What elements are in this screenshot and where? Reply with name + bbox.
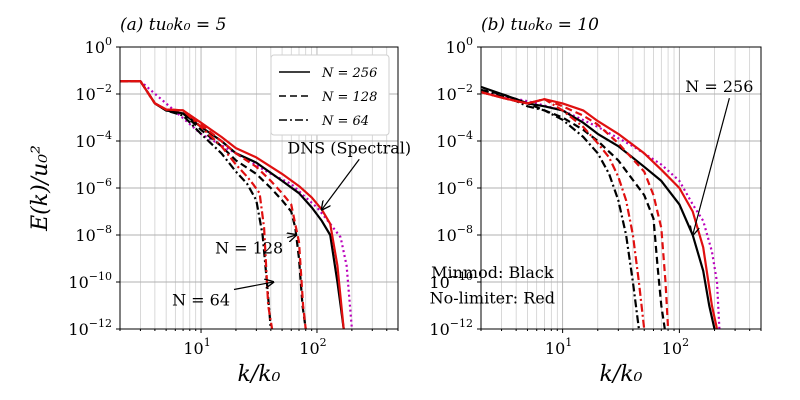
y-tick-label: 10−4	[436, 129, 473, 151]
ticks-b: 100 10−2 10−4 10−6 10−8 10−10 10−12 101 102	[429, 35, 762, 358]
y-tick-label: 10−10	[68, 270, 112, 292]
y-tick-label: 10−4	[75, 129, 112, 151]
y-tick-label: 10−10	[429, 270, 473, 292]
panel-title-b: (b) tu₀k₀ = 10	[481, 15, 599, 35]
y-tick-label: 10−12	[68, 317, 112, 339]
series-line-minmod-n-128	[120, 80, 307, 329]
series-group-a	[120, 80, 353, 329]
y-tick-label: 100	[85, 35, 112, 57]
legend-box	[270, 54, 390, 136]
legend-label: N = 64	[321, 114, 369, 129]
annotation-dns-spectral: DNS (Spectral)	[287, 138, 411, 157]
x-tick-label: 102	[662, 336, 689, 358]
series-group-b	[481, 85, 721, 329]
annotation-arrow	[693, 97, 730, 235]
annotation-n-128: N = 128	[215, 239, 283, 258]
annotation-arrow	[322, 158, 360, 209]
panel-title-a: (a) tu₀k₀ = 5	[120, 15, 226, 35]
series-line-dns-spectral	[481, 91, 721, 329]
legend-label: N = 128	[321, 90, 377, 105]
series-line-no-limiter-n-128	[120, 80, 307, 329]
x-tick-label: 102	[299, 336, 326, 358]
annotation-n-256: N = 256	[685, 77, 753, 96]
legend: N = 256 N = 128 N = 64	[270, 54, 390, 136]
y-axis-label: E(k)/u₀²	[28, 145, 53, 232]
annotation-n-64: N = 64	[172, 291, 230, 310]
panel-a: 100 10−2 10−4 10−6 10−8 10−10 10−12 101 102 (a) …	[68, 15, 411, 387]
series-line-no-limiter-n-64	[481, 91, 646, 329]
legend-label: N = 256	[321, 66, 377, 81]
y-tick-label: 10−2	[75, 82, 112, 104]
annotation-arrow	[287, 235, 296, 238]
y-tick-label: 100	[446, 35, 473, 57]
annotations-a: DNS (Spectral) N = 128 N = 64	[172, 138, 411, 309]
y-tick-label: 10−2	[436, 82, 473, 104]
series-line-no-limiter-n-64	[120, 80, 274, 329]
y-tick-label: 10−12	[429, 317, 473, 339]
series-line-dns-spectral	[120, 80, 353, 329]
series-line-minmod-n-128	[481, 88, 666, 329]
x-axis-label-a: k/k₀	[238, 362, 281, 387]
y-tick-label: 10−6	[75, 176, 112, 198]
panel-b: 100 10−2 10−4 10−6 10−8 10−10 10−12 101 102 (b) …	[429, 15, 762, 387]
y-tick-label: 10−8	[75, 223, 112, 245]
x-tick-label: 101	[183, 336, 210, 358]
x-tick-label: 101	[545, 336, 572, 358]
annotation-arrow	[233, 282, 273, 291]
y-tick-label: 10−8	[436, 223, 473, 245]
series-line-minmod-n-64	[120, 80, 272, 329]
annotation-minmod-black: Minmod: Black	[431, 263, 554, 282]
annotations-b: N = 256 Minmod: Black No-limiter: Red	[430, 77, 754, 308]
ticks-a: 100 10−2 10−4 10−6 10−8 10−10 10−12 101 102	[68, 35, 399, 358]
annotation-no-limiter-red: No-limiter: Red	[430, 289, 555, 308]
y-tick-label: 10−6	[436, 176, 473, 198]
x-axis-label-b: k/k₀	[600, 362, 643, 387]
